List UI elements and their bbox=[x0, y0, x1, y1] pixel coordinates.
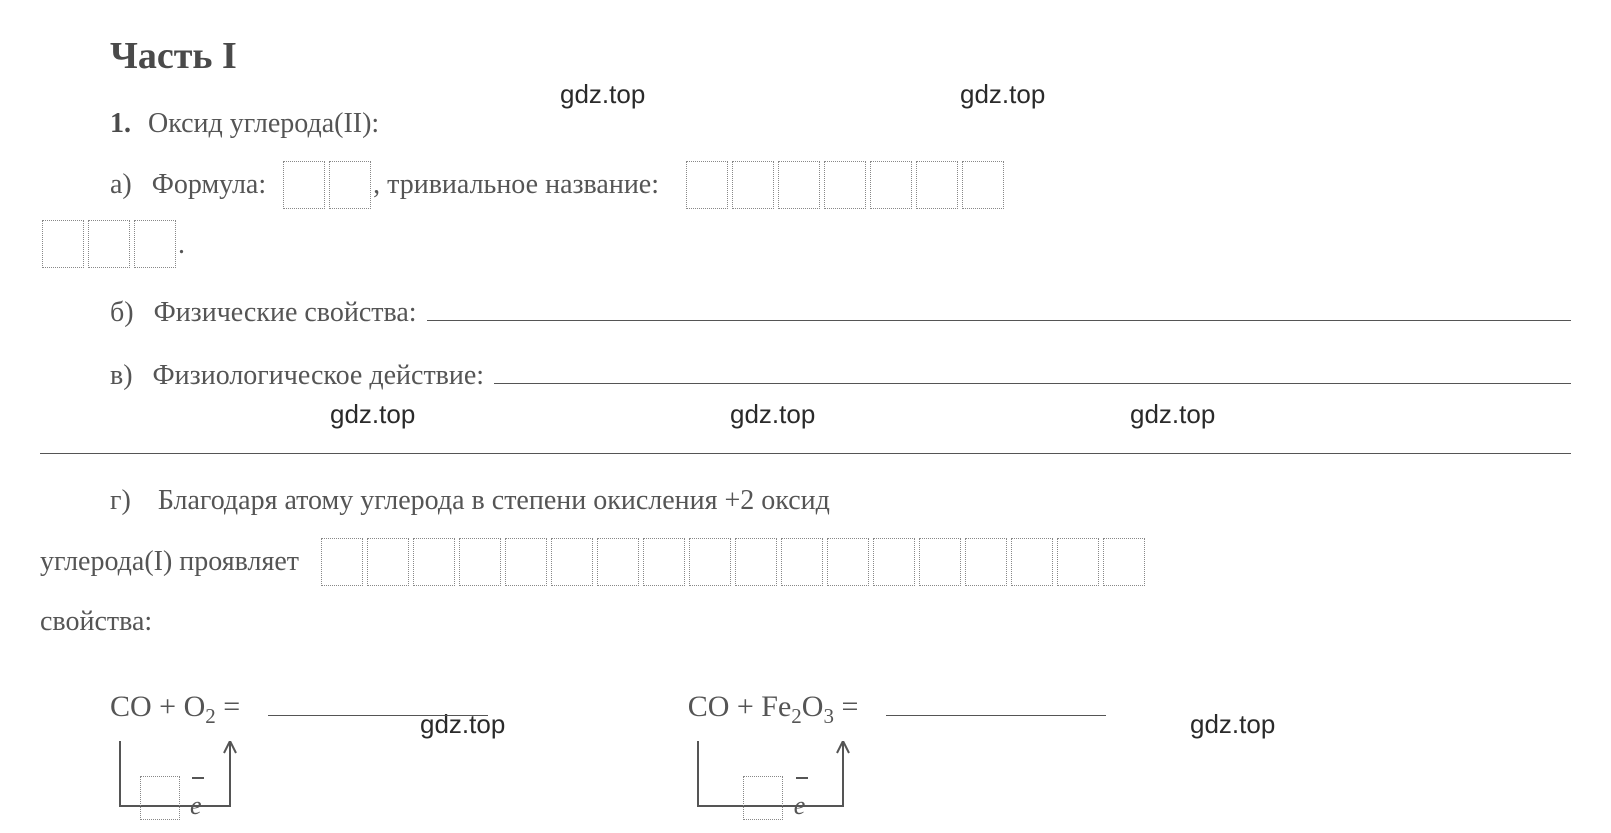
char-box[interactable] bbox=[321, 538, 363, 586]
r1-eq: = bbox=[216, 690, 240, 723]
reaction-1: CO + O2 = e bbox=[110, 678, 488, 811]
r1-bracket: e bbox=[110, 741, 488, 811]
q1b-label: Физические свойства: bbox=[154, 286, 417, 339]
reaction-2-formula: CO + Fe2O3 = bbox=[688, 678, 1106, 737]
q1c-blank-line2[interactable] bbox=[40, 452, 1571, 454]
char-box[interactable] bbox=[778, 161, 820, 209]
r2-lhs: CO + Fe bbox=[688, 690, 792, 723]
q1a-line2: . bbox=[40, 218, 1571, 271]
char-box[interactable] bbox=[824, 161, 866, 209]
electron-symbol: e bbox=[190, 781, 202, 830]
char-box[interactable] bbox=[551, 538, 593, 586]
q1-number: 1. bbox=[110, 108, 131, 139]
r2-bracket: e bbox=[688, 741, 1106, 811]
q1d-text2: углерода(I) проявляет bbox=[40, 535, 299, 588]
electron-symbol: e bbox=[794, 781, 806, 830]
char-box[interactable] bbox=[413, 538, 455, 586]
char-box[interactable] bbox=[597, 538, 639, 586]
q1d-letter: г) bbox=[110, 485, 131, 516]
char-box[interactable] bbox=[873, 538, 915, 586]
q1b-letter: б) bbox=[110, 286, 134, 339]
char-box[interactable] bbox=[965, 538, 1007, 586]
electron-count-box[interactable] bbox=[743, 776, 783, 820]
char-box[interactable] bbox=[134, 220, 176, 268]
q1d-line2: углерода(I) проявляет bbox=[40, 535, 1571, 588]
electron-count-box[interactable] bbox=[140, 776, 180, 820]
char-box[interactable] bbox=[643, 538, 685, 586]
char-box[interactable] bbox=[735, 538, 777, 586]
electron-bracket-icon bbox=[688, 741, 888, 816]
char-box[interactable] bbox=[283, 161, 325, 209]
part-title: Часть I bbox=[110, 20, 1571, 92]
char-box[interactable] bbox=[916, 161, 958, 209]
q1d-text1: Благодаря атому углерода в степени окисл… bbox=[158, 485, 830, 516]
q1c-line: в) Физиологическое действие: bbox=[110, 349, 1571, 402]
worksheet-content: gdz.top gdz.top gdz.top gdz.top gdz.top … bbox=[40, 20, 1571, 811]
char-box[interactable] bbox=[962, 161, 1004, 209]
e-bar-icon bbox=[796, 777, 808, 779]
q1b-line: б) Физические свойства: bbox=[110, 286, 1571, 339]
char-box[interactable] bbox=[459, 538, 501, 586]
q1c-letter: в) bbox=[110, 349, 133, 402]
e-bar-icon bbox=[192, 777, 204, 779]
q1a-trivial-label: , тривиальное название: bbox=[373, 158, 659, 211]
r2-product-blank[interactable] bbox=[886, 690, 1106, 716]
q1d-line1: г) Благодаря атому углерода в степени ок… bbox=[110, 474, 1571, 527]
q1a-formula-label: Формула: bbox=[152, 158, 266, 211]
r2-sub2: 3 bbox=[823, 704, 834, 728]
char-box[interactable] bbox=[367, 538, 409, 586]
char-box[interactable] bbox=[42, 220, 84, 268]
char-box[interactable] bbox=[686, 161, 728, 209]
char-box[interactable] bbox=[870, 161, 912, 209]
r2-sub1: 2 bbox=[791, 704, 802, 728]
r1-lhs: CO + O bbox=[110, 690, 205, 723]
char-box[interactable] bbox=[88, 220, 130, 268]
q1a-period: . bbox=[178, 218, 185, 271]
char-box[interactable] bbox=[505, 538, 547, 586]
char-box[interactable] bbox=[1011, 538, 1053, 586]
char-box[interactable] bbox=[732, 161, 774, 209]
r1-sub: 2 bbox=[205, 704, 216, 728]
q1d-line3: свойства: bbox=[40, 595, 1571, 648]
q1b-blank[interactable] bbox=[427, 293, 1571, 321]
char-box[interactable] bbox=[919, 538, 961, 586]
char-box[interactable] bbox=[827, 538, 869, 586]
formula-boxes[interactable] bbox=[281, 161, 373, 209]
name-boxes-row2[interactable] bbox=[40, 220, 178, 268]
q1c-label: Физиологическое действие: bbox=[153, 349, 485, 402]
q1a-letter: а) bbox=[110, 158, 132, 211]
q1d-text3: свойства: bbox=[40, 606, 152, 637]
r1-product-blank[interactable] bbox=[268, 690, 488, 716]
reaction-2: CO + Fe2O3 = e bbox=[688, 678, 1106, 811]
q1-heading-line: 1. Оксид углерода(II): bbox=[110, 97, 1571, 150]
reaction-1-formula: CO + O2 = bbox=[110, 678, 488, 737]
r2-eq: = bbox=[834, 690, 858, 723]
q1c-blank[interactable] bbox=[494, 356, 1571, 384]
r2-mid: O bbox=[802, 690, 824, 723]
char-box[interactable] bbox=[1103, 538, 1145, 586]
name-boxes-row1[interactable] bbox=[684, 161, 1006, 209]
q1-heading: Оксид углерода(II): bbox=[148, 108, 379, 139]
char-box[interactable] bbox=[329, 161, 371, 209]
reactions-row: CO + O2 = e CO + Fe2O3 = bbox=[110, 678, 1571, 811]
char-box[interactable] bbox=[689, 538, 731, 586]
q1a-line1: а) Формула: , тривиальное название: bbox=[110, 158, 1571, 211]
props-boxes[interactable] bbox=[319, 538, 1147, 586]
char-box[interactable] bbox=[781, 538, 823, 586]
char-box[interactable] bbox=[1057, 538, 1099, 586]
